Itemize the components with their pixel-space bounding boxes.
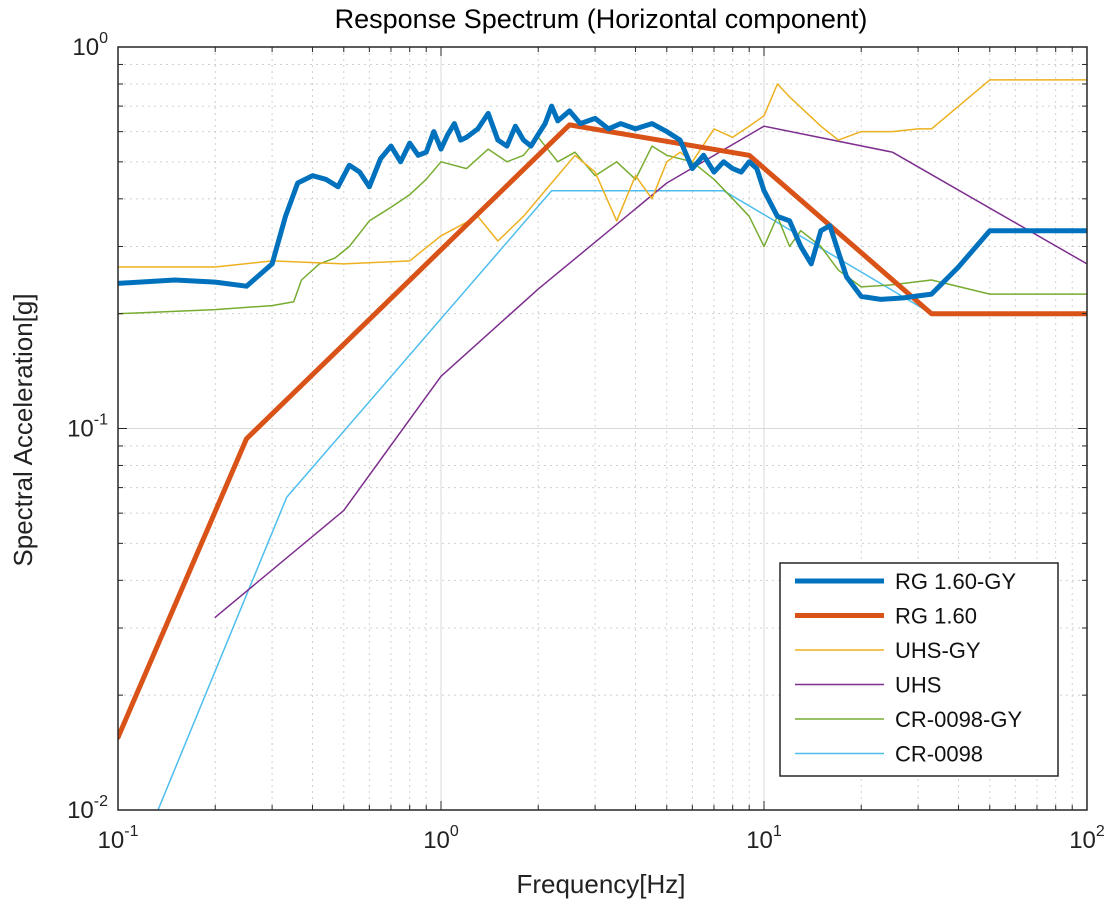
legend-label-uhs: UHS [895, 673, 941, 698]
tick-marks [117, 47, 1087, 811]
series-line-rg-1-60-gy [118, 103, 1087, 302]
x-tick-label: 102 [1069, 823, 1105, 854]
legend-label-rg-1-60: RG 1.60 [895, 604, 977, 629]
series-line-uhs-gy [118, 79, 1087, 268]
y-tick-label: 100 [72, 30, 108, 61]
plot-lines [118, 79, 1087, 810]
y-tick-label: 10-1 [67, 412, 108, 443]
legend-label-cr-0098: CR-0098 [895, 742, 983, 767]
y-tick-label: 10-2 [67, 793, 108, 824]
legend-label-rg-1-60-gy: RG 1.60-GY [895, 569, 1016, 594]
legend: RG 1.60-GY RG 1.60 UHS-GY UHS CR-0098-GY CR-0… [779, 562, 1059, 777]
y-axis-label: Spectral Acceleration[g] [8, 293, 38, 566]
series-line-uhs [214, 125, 1087, 619]
x-tick-label: 101 [746, 823, 782, 854]
legend-box [779, 562, 1059, 777]
x-tick-label: 10-1 [98, 823, 139, 854]
x-tick-label: 100 [423, 823, 459, 854]
legend-label-uhs-gy: UHS-GY [895, 638, 981, 663]
series-line-rg-1-60 [118, 122, 1087, 740]
legend-label-cr-0098-gy: CR-0098-GY [895, 707, 1022, 732]
chart-title: Response Spectrum (Horizontal component) [335, 4, 868, 34]
x-axis-label: Frequency[Hz] [516, 869, 685, 899]
x-tick-labels: 10-1 100 101 102 [98, 823, 1105, 854]
y-tick-labels: 10-2 10-1 100 [67, 30, 108, 824]
